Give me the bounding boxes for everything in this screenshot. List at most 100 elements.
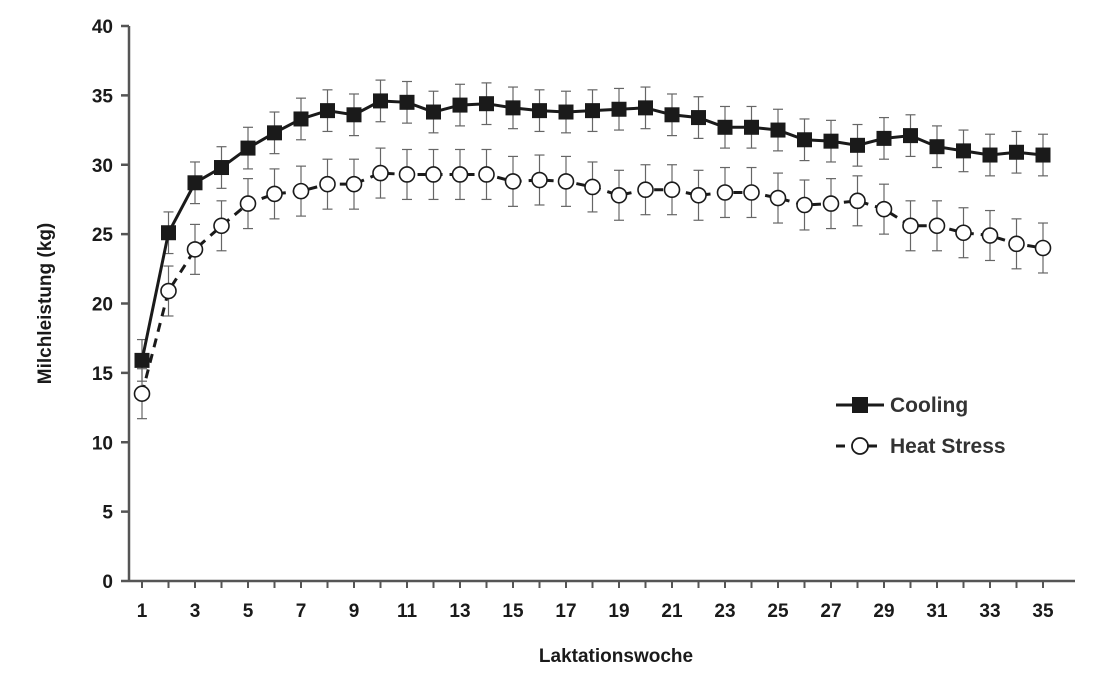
data-point bbox=[769, 189, 787, 207]
data-point bbox=[558, 104, 574, 120]
y-tick-label: 0 bbox=[102, 572, 113, 593]
data-point bbox=[850, 137, 865, 153]
legend-item-cooling: Cooling bbox=[836, 394, 968, 417]
data-point bbox=[266, 185, 283, 203]
x-tick-label: 21 bbox=[661, 601, 683, 622]
x-axis-label: Laktationswoche bbox=[539, 646, 693, 667]
x-tick-label: 13 bbox=[449, 601, 470, 622]
data-point bbox=[982, 147, 998, 163]
data-point bbox=[611, 101, 627, 117]
y-tick-label: 35 bbox=[92, 86, 114, 107]
data-point bbox=[1009, 144, 1024, 160]
series-heat-stress bbox=[133, 147, 1052, 420]
legend-marker-square bbox=[852, 397, 868, 413]
x-tick-label: 23 bbox=[714, 601, 735, 622]
data-point bbox=[214, 160, 229, 176]
data-point bbox=[319, 175, 336, 193]
data-point bbox=[744, 119, 759, 135]
legend-marker-circle bbox=[851, 437, 869, 455]
data-point bbox=[928, 217, 946, 235]
legend-item-heat-stress: Heat Stress bbox=[836, 435, 1006, 458]
data-point bbox=[505, 100, 521, 116]
data-point bbox=[399, 94, 415, 110]
data-point bbox=[638, 100, 653, 116]
data-point bbox=[239, 195, 257, 212]
data-point bbox=[398, 166, 416, 183]
y-tick-label: 30 bbox=[92, 156, 113, 177]
data-point bbox=[1008, 235, 1025, 253]
x-tick-label: 19 bbox=[608, 601, 629, 622]
data-point bbox=[716, 184, 734, 201]
data-point bbox=[345, 175, 363, 193]
data-point bbox=[637, 181, 654, 199]
y-axis-ticks: 0 5 10 15 20 25 30 35 40 bbox=[92, 17, 129, 593]
series-cooling bbox=[134, 79, 1051, 382]
data-point bbox=[267, 125, 282, 141]
data-point bbox=[717, 119, 733, 135]
data-point bbox=[557, 173, 575, 190]
data-point bbox=[664, 107, 680, 123]
data-point bbox=[133, 385, 151, 402]
plot-area bbox=[133, 79, 1052, 420]
x-tick-label: 29 bbox=[873, 601, 894, 622]
y-tick-label: 20 bbox=[92, 295, 113, 316]
y-tick-label: 40 bbox=[92, 17, 113, 38]
data-point bbox=[532, 103, 547, 119]
x-tick-label: 3 bbox=[190, 601, 201, 622]
data-point bbox=[743, 184, 760, 201]
x-tick-label: 17 bbox=[555, 601, 576, 622]
data-point bbox=[663, 181, 681, 199]
data-point bbox=[425, 166, 442, 183]
x-axis-ticks: 1 3 5 7 9 11 13 15 17 19 21 23 25 27 29 31 33 35 bbox=[137, 581, 1054, 622]
data-point bbox=[504, 173, 522, 190]
legend: Cooling Heat Stress bbox=[836, 394, 1006, 458]
x-tick-label: 15 bbox=[502, 601, 524, 622]
data-point bbox=[691, 110, 706, 126]
x-tick-label: 25 bbox=[767, 601, 789, 622]
data-point bbox=[770, 122, 786, 138]
y-tick-label: 10 bbox=[92, 433, 113, 454]
x-tick-label: 9 bbox=[349, 601, 360, 622]
data-point bbox=[187, 175, 203, 191]
data-point bbox=[902, 217, 919, 235]
data-point bbox=[426, 104, 441, 120]
data-point bbox=[690, 186, 707, 204]
x-tick-label: 35 bbox=[1032, 601, 1054, 622]
x-tick-label: 31 bbox=[926, 601, 948, 622]
y-axis-label: Milchleistung (kg) bbox=[35, 223, 56, 385]
data-point bbox=[293, 111, 309, 127]
data-point bbox=[1034, 239, 1052, 257]
data-point bbox=[797, 132, 812, 148]
data-point bbox=[320, 103, 335, 119]
data-point bbox=[610, 186, 628, 204]
data-point bbox=[479, 96, 494, 112]
data-point bbox=[796, 196, 813, 214]
x-tick-label: 33 bbox=[979, 601, 1000, 622]
data-point bbox=[478, 166, 495, 183]
data-point bbox=[161, 225, 176, 241]
x-tick-label: 11 bbox=[397, 601, 418, 622]
data-point bbox=[346, 107, 362, 123]
data-point bbox=[876, 130, 892, 146]
legend-label-heat-stress: Heat Stress bbox=[890, 435, 1006, 458]
data-point bbox=[292, 182, 310, 200]
data-point bbox=[452, 97, 468, 113]
data-point bbox=[372, 164, 389, 182]
data-point bbox=[903, 128, 918, 144]
data-point bbox=[240, 140, 256, 156]
data-point bbox=[134, 352, 150, 368]
data-point bbox=[822, 195, 840, 212]
data-point bbox=[531, 171, 548, 189]
x-tick-label: 5 bbox=[243, 601, 254, 622]
data-point bbox=[875, 200, 893, 218]
data-point bbox=[213, 217, 230, 235]
data-point bbox=[955, 224, 972, 242]
data-point bbox=[584, 178, 601, 196]
y-tick-label: 15 bbox=[92, 364, 114, 385]
data-point bbox=[956, 143, 971, 159]
data-point bbox=[160, 282, 177, 300]
data-point bbox=[585, 103, 600, 119]
data-point bbox=[373, 93, 388, 109]
data-point bbox=[929, 139, 945, 155]
